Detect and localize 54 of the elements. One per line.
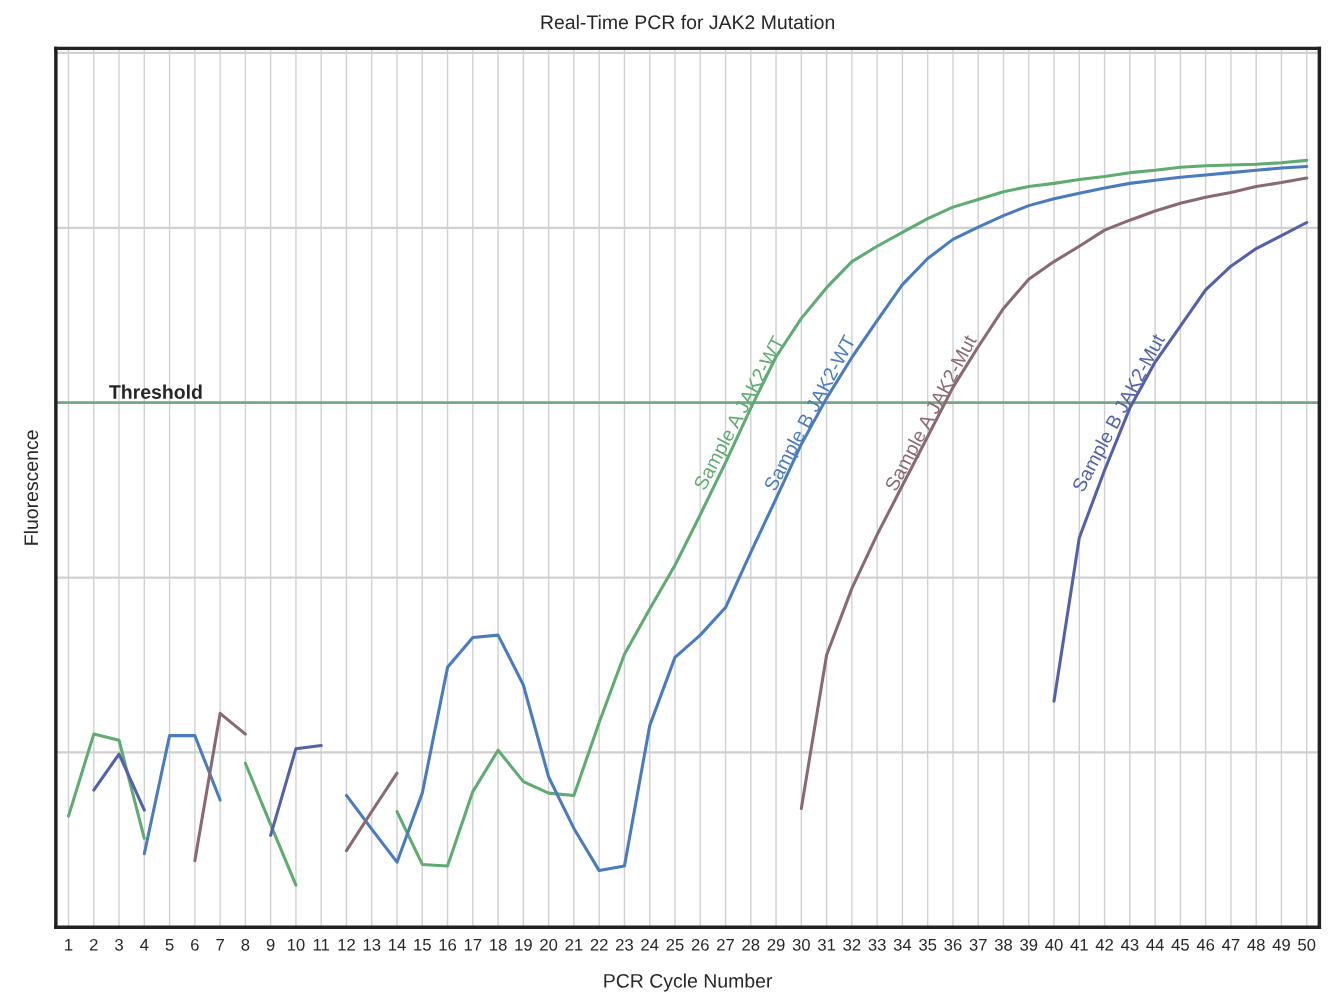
x-tick-label: 10 [287, 938, 305, 951]
x-tick-label: 50 [1298, 938, 1316, 951]
x-tick-label: 35 [919, 938, 937, 951]
x-tick-label: 44 [1146, 939, 1164, 951]
x-tick-label: 8 [241, 938, 250, 951]
x-tick-label: 48 [1247, 938, 1265, 951]
x-tick-label: 46 [1196, 938, 1215, 951]
x-tick-label: 37 [969, 938, 987, 951]
chart-title: Real-Time PCR for JAK2 Mutation [541, 14, 835, 30]
x-tick-label: 23 [616, 938, 633, 951]
x-tick-label: 13 [363, 938, 381, 951]
x-tick-label: 45 [1171, 939, 1189, 951]
x-tick-label: 27 [717, 938, 734, 951]
x-tick-label: 40 [1045, 938, 1063, 951]
x-tick-label: 29 [767, 938, 785, 951]
x-tick-label: 34 [893, 938, 912, 951]
x-tick-label: 31 [817, 938, 836, 951]
x-tick-label: 20 [540, 938, 558, 951]
x-axis-title: PCR Cycle Number [604, 973, 773, 992]
x-tick-label: 2 [89, 938, 98, 951]
x-tick-label: 12 [338, 938, 355, 951]
x-tick-label: 30 [792, 938, 810, 951]
x-tick-label: 9 [266, 938, 275, 951]
x-tick-label: 16 [439, 938, 457, 951]
x-tick-label: 18 [490, 938, 507, 951]
x-tick-label: 39 [1020, 938, 1038, 951]
x-tick-label: 25 [666, 938, 684, 951]
x-tick-label: 7 [216, 939, 224, 951]
x-tick-label: 24 [641, 938, 659, 951]
x-tick-label: 33 [868, 938, 886, 951]
x-tick-label: 41 [1070, 939, 1088, 951]
x-tick-label: 36 [944, 938, 962, 951]
x-tick-label: 47 [1222, 939, 1240, 951]
x-tick-label: 49 [1272, 938, 1290, 951]
x-tick-label: 11 [313, 939, 330, 951]
x-tick-label: 4 [140, 939, 149, 951]
x-tick-label: 14 [389, 939, 406, 951]
x-tick-label: 6 [191, 938, 199, 951]
x-tick-label: 17 [464, 939, 482, 951]
x-tick-label: 32 [843, 938, 861, 951]
x-tick-label: 38 [994, 938, 1013, 951]
x-tick-label: 26 [691, 938, 709, 951]
x-tick-label: 21 [565, 938, 583, 951]
x-tick-label: 42 [1095, 938, 1113, 951]
x-tick-label: 43 [1120, 938, 1139, 951]
y-axis-title: Fluorescence [23, 430, 39, 545]
x-tick-label: 19 [515, 938, 532, 951]
x-tick-label: 22 [590, 938, 608, 951]
x-tick-label: 5 [165, 939, 174, 951]
x-tick-label: 1 [65, 939, 73, 951]
x-tick-label: 15 [414, 939, 431, 951]
x-tick-label: 28 [742, 938, 760, 951]
x-tick-label: 3 [115, 938, 123, 951]
ref-line-label: Threshold [109, 384, 202, 399]
